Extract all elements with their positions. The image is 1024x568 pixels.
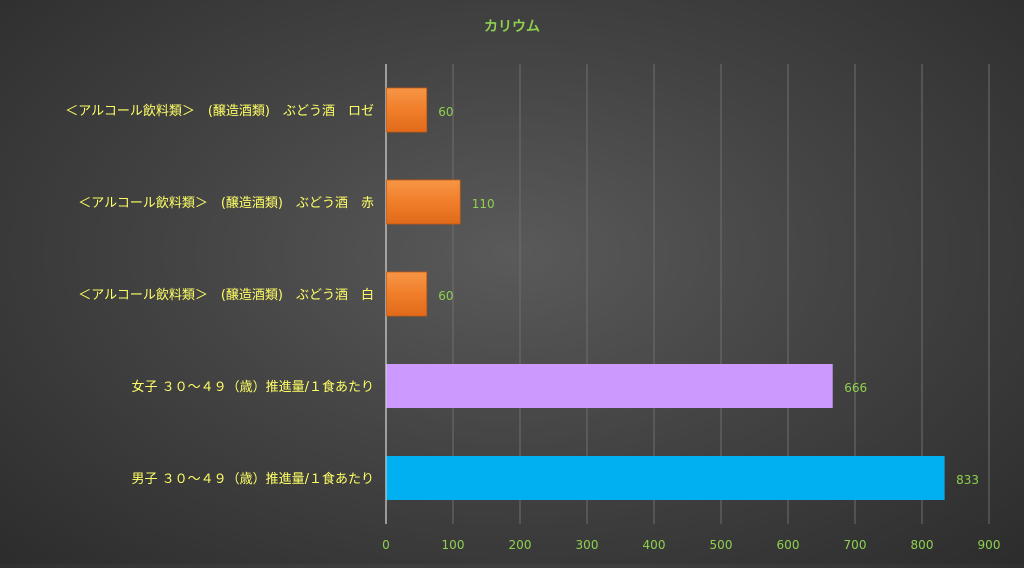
gridlines: [385, 64, 990, 524]
category-label: ＜アルコール飲料類＞ (醸造酒類) ぶどう酒 赤: [78, 195, 374, 211]
category-label: 男子 ３０～４９（歳）推進量/１食あたり: [131, 471, 374, 487]
x-tick-label: 100: [442, 538, 465, 552]
bar: [386, 271, 428, 317]
x-tick-label: 900: [978, 538, 1001, 552]
data-label: 60: [438, 289, 453, 303]
data-label: 833: [956, 473, 979, 487]
bar: [386, 364, 833, 408]
x-tick-label: 200: [509, 538, 532, 552]
chart-title: カリウム: [484, 19, 540, 35]
category-label: 女子 ３０～４９（歳）推進量/１食あたり: [131, 379, 374, 395]
bar: [386, 456, 945, 500]
x-tick-label: 700: [844, 538, 867, 552]
x-tick-label: 0: [382, 538, 390, 552]
category-label: ＜アルコール飲料類＞ (醸造酒類) ぶどう酒 ロゼ: [65, 103, 374, 119]
x-tick-label: 500: [710, 538, 733, 552]
data-label: 110: [472, 197, 495, 211]
x-tick-label: 600: [777, 538, 800, 552]
x-tick-label: 800: [911, 538, 934, 552]
data-label: 60: [438, 105, 453, 119]
x-tick-label: 300: [576, 538, 599, 552]
data-label: 666: [844, 381, 867, 395]
bars: [386, 87, 945, 500]
bar: [386, 179, 461, 225]
x-tick-label: 400: [643, 538, 666, 552]
labels: 0 100 200 300 400 500 600 700 800 900 ＜アルコール飲料類＞ (…: [65, 103, 1000, 552]
category-label: ＜アルコール飲料類＞ (醸造酒類) ぶどう酒 白: [78, 287, 374, 303]
bar: [386, 87, 428, 133]
